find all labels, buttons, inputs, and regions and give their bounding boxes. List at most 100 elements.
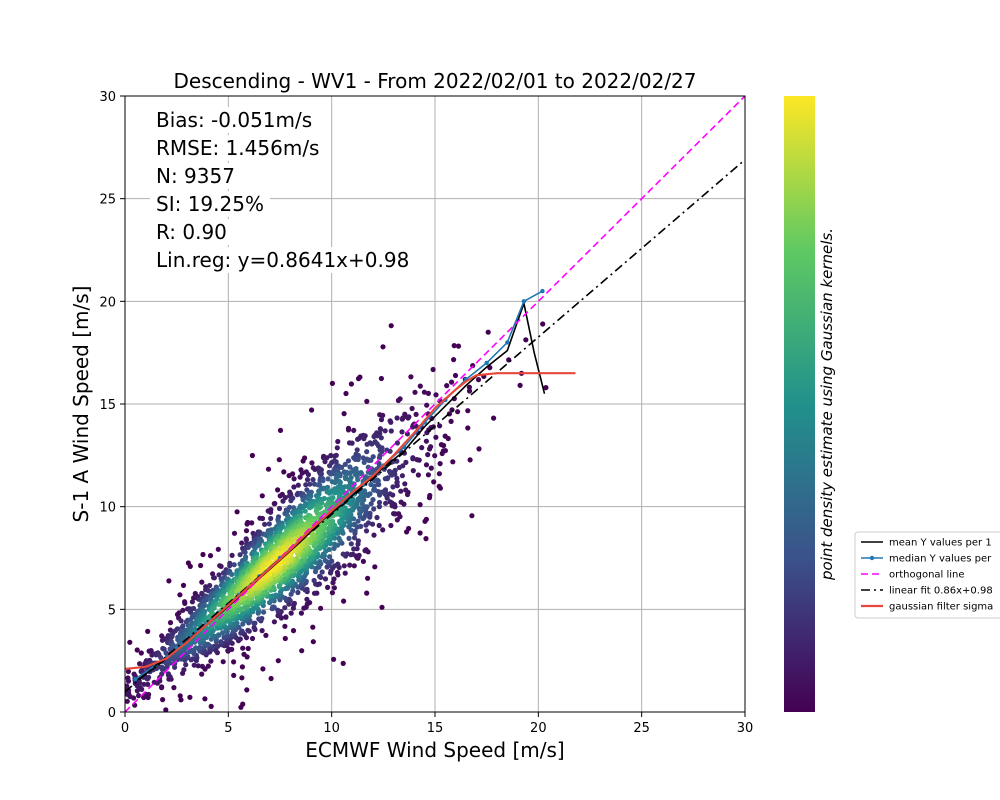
data-point: [324, 539, 330, 545]
data-point: [354, 447, 360, 453]
data-point: [384, 447, 390, 453]
data-point: [374, 514, 380, 521]
data-point: [208, 658, 214, 664]
x-tick-label: 25: [633, 721, 650, 736]
data-point: [355, 477, 361, 483]
data-point: [237, 552, 243, 558]
data-point: [340, 551, 346, 557]
data-point: [298, 610, 304, 616]
data-point: [263, 632, 269, 639]
data-point: [403, 459, 409, 465]
data-point: [295, 482, 301, 488]
data-point: [276, 505, 283, 512]
data-point: [145, 628, 151, 635]
x-tick-label: 30: [737, 721, 754, 736]
data-point: [329, 380, 335, 386]
data-point: [199, 663, 205, 670]
data-point: [307, 555, 314, 561]
colorbar: [784, 96, 815, 712]
data-point: [177, 592, 183, 598]
data-point: [394, 440, 400, 446]
data-point: [190, 656, 196, 662]
data-point: [311, 577, 317, 584]
data-point: [282, 564, 288, 570]
stats-line-bg: [150, 163, 241, 189]
legend: mean Y values per 1 median Y values per or…: [854, 531, 1000, 619]
data-point: [363, 522, 369, 528]
data-point: [347, 480, 353, 486]
data-point: [231, 659, 237, 665]
data-point: [145, 681, 151, 688]
y-axis-label: S-1 A Wind Speed [m/s]: [69, 286, 93, 523]
data-point: [250, 605, 257, 612]
data-point: [310, 624, 316, 630]
data-point: [187, 609, 194, 615]
stats-line-bg: [150, 191, 270, 217]
stats-line: Bias: -0.051m/s: [156, 108, 312, 132]
data-point: [362, 548, 368, 554]
data-point: [346, 524, 352, 530]
data-point: [307, 481, 313, 487]
data-point: [427, 446, 433, 452]
data-point: [419, 445, 425, 451]
data-point: [216, 632, 222, 638]
data-point: [192, 621, 198, 628]
data-point: [268, 515, 274, 522]
data-point: [450, 459, 456, 465]
stats-line-bg: [150, 247, 416, 273]
data-point: [182, 600, 188, 607]
data-point: [303, 482, 309, 488]
data-point: [211, 575, 217, 581]
data-point: [417, 530, 423, 536]
data-point: [399, 429, 405, 435]
data-point: [137, 661, 143, 667]
data-point: [231, 562, 237, 568]
data-point: [220, 630, 226, 636]
data-point: [283, 614, 289, 620]
data-point: [220, 659, 226, 665]
y-tick-label: 10: [99, 501, 116, 516]
data-point: [467, 457, 473, 463]
data-point: [237, 636, 243, 642]
data-point: [242, 549, 248, 555]
data-point: [210, 571, 216, 577]
data-point: [282, 605, 288, 611]
data-point: [334, 569, 340, 576]
data-point: [339, 464, 345, 470]
data-point: [243, 528, 250, 534]
data-point: [268, 509, 274, 515]
data-point: [169, 633, 175, 640]
data-point: [125, 668, 131, 675]
data-point: [347, 562, 353, 568]
data-point: [370, 497, 376, 503]
data-point: [372, 564, 378, 570]
legend-entry: gaussian filter sigma: [889, 602, 993, 613]
data-point: [337, 473, 343, 479]
data-point: [199, 579, 205, 585]
data-point: [327, 554, 333, 560]
data-point: [388, 522, 394, 529]
data-point: [197, 644, 203, 650]
data-point: [341, 598, 347, 604]
data-point: [376, 499, 383, 506]
x-tick-label: 0: [121, 721, 129, 736]
data-point: [355, 538, 361, 544]
stats-line: Lin.reg: y=0.8641x+0.98: [156, 248, 409, 272]
data-point: [322, 576, 329, 582]
data-point: [261, 609, 267, 615]
data-point: [408, 374, 414, 380]
chart-title: Descending - WV1 - From 2022/02/01 to 20…: [173, 69, 696, 93]
data-point: [318, 605, 324, 611]
data-point: [431, 479, 437, 485]
data-point: [444, 383, 450, 389]
data-point: [328, 452, 334, 459]
data-point: [355, 456, 361, 463]
data-point: [291, 600, 297, 607]
data-point: [290, 588, 296, 594]
data-point: [311, 590, 318, 596]
data-point: [291, 476, 297, 482]
data-point: [302, 503, 309, 509]
data-point: [491, 415, 497, 421]
data-point: [331, 656, 337, 662]
